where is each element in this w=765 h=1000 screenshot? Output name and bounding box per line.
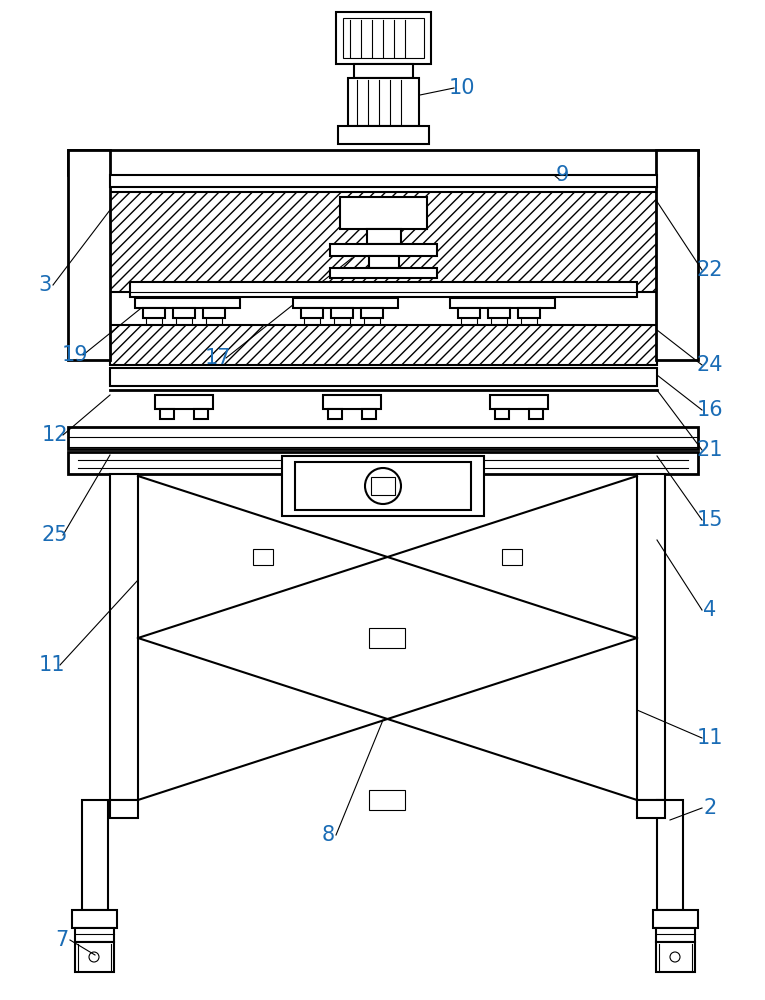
Bar [354, 64, 413, 78]
Bar [334, 318, 350, 324]
Bar [656, 942, 695, 972]
Text: 10: 10 [449, 78, 475, 98]
Bar [68, 150, 698, 175]
Bar [295, 462, 471, 510]
Bar [331, 308, 353, 318]
Bar [173, 308, 195, 318]
Text: 8: 8 [321, 825, 334, 845]
Bar [110, 800, 138, 818]
Bar [328, 409, 342, 419]
Text: 7: 7 [55, 930, 69, 950]
Bar [656, 928, 695, 942]
Bar [458, 308, 480, 318]
Text: 25: 25 [42, 525, 68, 545]
Bar [75, 928, 114, 942]
Text: 15: 15 [697, 510, 723, 530]
Bar [637, 474, 665, 800]
Bar [367, 229, 401, 244]
Bar [110, 192, 657, 292]
Bar [68, 427, 698, 449]
Bar [369, 256, 399, 268]
Bar [503, 549, 522, 565]
Bar [369, 628, 405, 648]
Bar [176, 318, 192, 324]
Text: 24: 24 [697, 355, 723, 375]
Bar [130, 282, 637, 297]
Bar [194, 409, 208, 419]
Bar [450, 298, 555, 308]
Text: 4: 4 [703, 600, 717, 620]
Text: 21: 21 [697, 440, 723, 460]
Bar [110, 474, 138, 800]
Bar [340, 197, 427, 229]
Bar [110, 175, 657, 187]
Text: 22: 22 [697, 260, 723, 280]
Text: 11: 11 [39, 655, 65, 675]
Bar [110, 325, 657, 365]
Bar [521, 318, 537, 324]
Bar [336, 12, 431, 64]
Bar [490, 395, 548, 409]
Text: 16: 16 [697, 400, 724, 420]
Bar [369, 790, 405, 810]
Bar [146, 318, 162, 324]
Bar [301, 308, 323, 318]
Bar [348, 78, 419, 126]
Bar [155, 395, 213, 409]
Text: 12: 12 [42, 425, 68, 445]
Bar [143, 308, 165, 318]
Bar [361, 308, 383, 318]
Bar [160, 409, 174, 419]
Bar [330, 244, 437, 256]
Bar [518, 308, 540, 318]
Bar [529, 409, 543, 419]
Bar [75, 942, 114, 972]
Bar [637, 800, 665, 818]
Text: 11: 11 [697, 728, 723, 748]
Bar [68, 452, 698, 474]
Bar [371, 477, 395, 495]
Bar [362, 409, 376, 419]
Text: 19: 19 [62, 345, 88, 365]
Bar [338, 126, 429, 144]
Bar [657, 800, 683, 910]
Bar [252, 549, 273, 565]
Text: 3: 3 [38, 275, 51, 295]
Bar [82, 800, 108, 910]
Bar [304, 318, 320, 324]
Bar [330, 268, 437, 278]
Text: 17: 17 [205, 348, 231, 368]
Bar [488, 308, 510, 318]
Bar [343, 18, 424, 58]
Bar [293, 298, 398, 308]
Bar [206, 318, 222, 324]
Bar [491, 318, 507, 324]
Bar [653, 910, 698, 928]
Bar [364, 318, 380, 324]
Bar [495, 409, 509, 419]
Text: 9: 9 [555, 165, 568, 185]
Bar [72, 910, 117, 928]
Bar [656, 150, 698, 360]
Bar [461, 318, 477, 324]
Bar [68, 150, 110, 360]
Bar [203, 308, 225, 318]
Bar [135, 298, 240, 308]
Bar [110, 368, 657, 386]
Bar [282, 456, 484, 516]
Text: 2: 2 [703, 798, 717, 818]
Bar [323, 395, 381, 409]
